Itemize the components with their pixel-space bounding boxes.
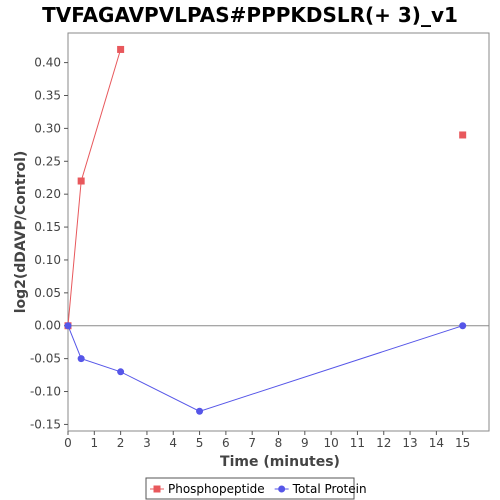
y-axis: -0.15 -0.10 -0.05 0.00 0.05 0.10 0.15 0.20 0.25 0…	[30, 56, 68, 431]
legend-box	[145, 477, 355, 500]
x-tick-label: 12	[376, 436, 391, 450]
x-tick-label: 7	[248, 436, 256, 450]
y-tick-label: -0.10	[30, 385, 61, 399]
x-tick-label: 6	[222, 436, 230, 450]
x-tick-label: 11	[350, 436, 365, 450]
x-tick-label: 10	[323, 436, 338, 450]
x-tick-label: 14	[429, 436, 444, 450]
x-axis: 0 1 2 3 4 5 6 7 8 9 10 11 12 13 14 15	[64, 431, 470, 450]
x-tick-label: 9	[301, 436, 309, 450]
data-point-total-protein	[196, 407, 204, 415]
legend-label: Phosphopeptide	[168, 482, 265, 496]
x-tick-label: 1	[90, 436, 98, 450]
y-tick-label: -0.15	[30, 417, 61, 431]
data-point-total-protein	[117, 368, 125, 376]
y-tick-label: 0.25	[34, 154, 61, 168]
chart-title: TVFAGAVPVLPAS#PPPKDSLR(+ 3)_v1	[42, 3, 458, 27]
y-tick-label: 0.00	[34, 319, 61, 333]
x-tick-label: 15	[455, 436, 470, 450]
data-point-phosphopeptide	[459, 131, 467, 139]
legend-marker-circle	[278, 485, 286, 493]
y-tick-label: 0.40	[34, 56, 61, 70]
x-tick-label: 0	[64, 436, 72, 450]
x-tick-label: 8	[275, 436, 283, 450]
x-tick-label: 2	[117, 436, 125, 450]
series-group	[64, 45, 467, 415]
legend: Phosphopeptide Total Protein	[145, 477, 367, 500]
y-axis-label: log2(dDAVP/Control)	[13, 151, 29, 314]
y-tick-label: 0.20	[34, 187, 61, 201]
data-point-total-protein	[459, 322, 467, 330]
y-tick-label: 0.30	[34, 121, 61, 135]
data-point-phosphopeptide	[117, 45, 125, 53]
data-point-phosphopeptide	[77, 177, 85, 185]
x-tick-label: 3	[143, 436, 151, 450]
x-tick-label: 5	[196, 436, 204, 450]
x-axis-label: Time (minutes)	[220, 454, 340, 470]
plot-area	[67, 32, 490, 432]
x-tick-label: 4	[169, 436, 177, 450]
y-tick-label: 0.10	[34, 253, 61, 267]
legend-marker-square	[153, 485, 161, 493]
data-point-total-protein	[64, 322, 72, 330]
y-tick-label: 0.35	[34, 88, 61, 102]
x-tick-label: 13	[402, 436, 417, 450]
legend-label: Total Protein	[292, 482, 367, 496]
y-tick-label: 0.05	[34, 286, 61, 300]
y-tick-label: -0.05	[30, 352, 61, 366]
data-point-total-protein	[77, 355, 85, 363]
y-tick-label: 0.15	[34, 220, 61, 234]
